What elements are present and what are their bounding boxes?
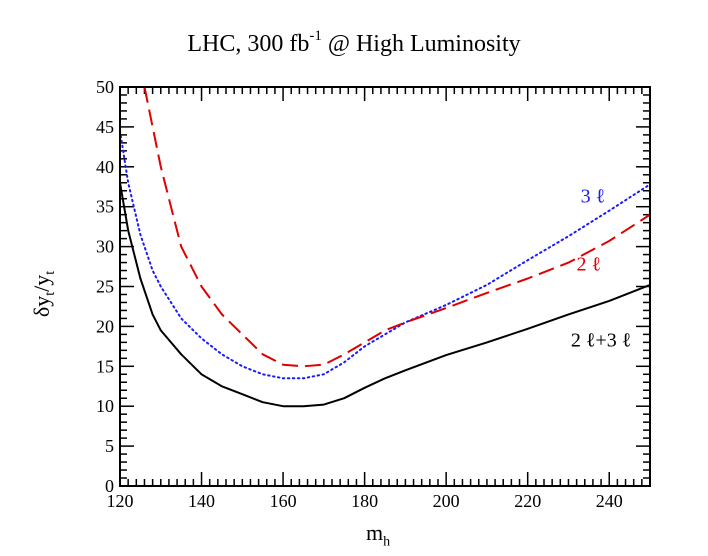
series-annotation-2: 2 ℓ: [577, 254, 602, 276]
y-axis-label: δyt/yt: [29, 271, 59, 317]
y-tick-label: 40: [96, 157, 114, 177]
y-tick-label: 50: [96, 77, 114, 97]
y-tick-label: 5: [105, 436, 114, 456]
y-label-sub2: t: [43, 270, 59, 275]
title-main: LHC, 300 fb: [187, 31, 310, 57]
x-tick-label: 240: [596, 491, 623, 511]
title-superscript: -1: [309, 28, 322, 44]
series-line-1: [120, 182, 650, 408]
x-label-main: m: [366, 520, 384, 545]
x-tick-label: 200: [433, 491, 460, 511]
series-line-2: [120, 129, 650, 380]
x-tick-label: 160: [270, 491, 297, 511]
y-tick-label: 35: [96, 197, 114, 217]
series-line-3: [143, 87, 650, 368]
plot-frame: [119, 86, 651, 487]
series-annotation-3: 2 ℓ+3 ℓ: [571, 329, 631, 351]
y-tick-label: 10: [96, 396, 114, 416]
y-tick-label: 0: [105, 476, 114, 496]
x-tick-label: 180: [351, 491, 378, 511]
y-label-sub: t: [43, 291, 59, 296]
y-tick-label: 15: [96, 356, 114, 376]
chart-title: LHC, 300 fb-1 @ High Luminosity: [0, 28, 708, 58]
x-axis-label: mh: [366, 520, 390, 550]
series-annotation-1: 3 ℓ: [581, 186, 606, 208]
y-tick-label: 25: [96, 277, 114, 297]
x-tick-label: 140: [188, 491, 215, 511]
x-label-sub: h: [383, 534, 391, 550]
y-tick-label: 45: [96, 117, 114, 137]
y-tick-label: 20: [96, 316, 114, 336]
x-tick-label: 220: [514, 491, 541, 511]
title-rest: @ High Luminosity: [321, 31, 521, 57]
y-label-main: δy: [28, 295, 54, 318]
x-tick-label: 120: [107, 491, 134, 511]
y-tick-label: 30: [96, 237, 114, 257]
y-label-mid: /y: [28, 274, 54, 292]
